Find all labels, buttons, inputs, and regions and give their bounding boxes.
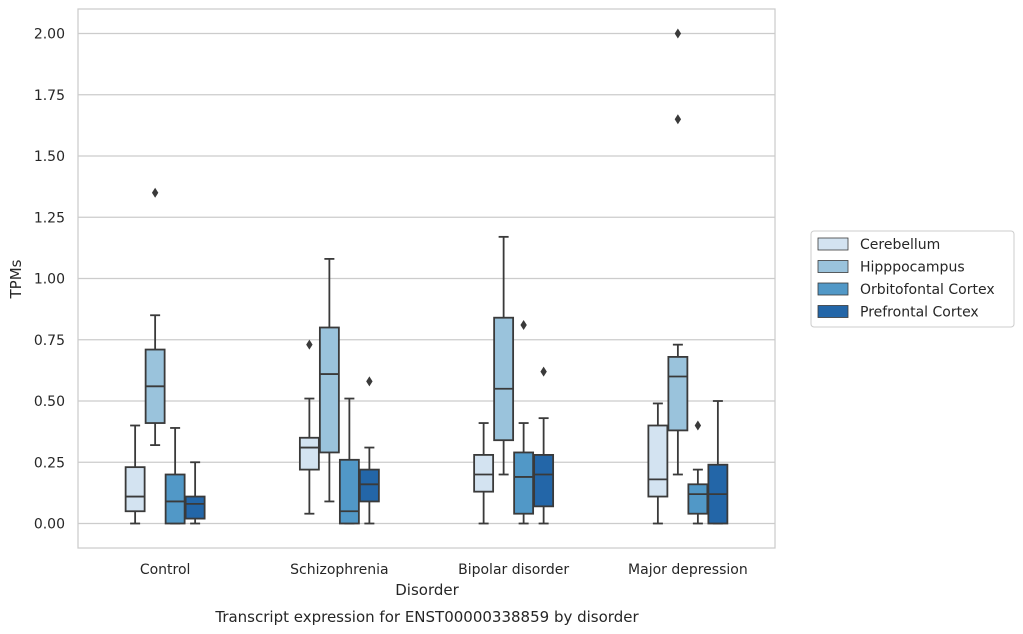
legend-label: Hipppocampus [860, 260, 965, 276]
y-tick-label: 0.25 [34, 455, 65, 471]
legend-swatch [817, 282, 849, 296]
box-hipppocampus [493, 235, 515, 476]
box-cerebellum [473, 422, 495, 525]
box-iqr [647, 424, 669, 498]
box-iqr [184, 495, 206, 520]
box-cerebellum [647, 402, 669, 525]
box-prefrontal-cortex [184, 461, 206, 525]
y-tick-label: 1.50 [34, 149, 65, 165]
outlier-point [674, 28, 682, 39]
box-iqr [533, 453, 555, 508]
legend-swatch [817, 237, 849, 251]
x-tick-label: Major depression [628, 562, 748, 578]
y-axis-label: TPMs [7, 259, 25, 299]
y-tick-label: 2.00 [34, 27, 65, 43]
box-hipppocampus [318, 257, 340, 503]
outlier-point [366, 376, 373, 387]
box-orbitofontal-cortex [164, 427, 186, 525]
box-iqr [318, 326, 340, 454]
y-axis-ticks: 0.00 0.25 0.50 0.75 1.00 1.25 1.50 1.75 2.00 [34, 27, 65, 533]
y-tick-label: 0.50 [34, 394, 65, 410]
legend-label: Orbitofontal Cortex [860, 282, 995, 298]
box-cerebellum [124, 424, 146, 525]
legend: Cerebellum Hipppocampus Orbitofontal Corte… [810, 230, 1015, 328]
box-prefrontal-cortex [707, 400, 729, 525]
legend-frame [810, 230, 1015, 328]
box-hipppocampus [144, 187, 166, 447]
box-prefrontal-cortex [358, 376, 380, 525]
x-axis-ticks: Control Schizophrenia Bipolar disorder Majo… [140, 562, 748, 578]
outlier-point [151, 187, 159, 198]
y-tick-label: 0.00 [34, 517, 65, 533]
outlier-point [306, 339, 313, 350]
box-iqr [124, 466, 146, 513]
box-iqr [164, 473, 186, 525]
box-iqr [687, 483, 709, 515]
y-tick-label: 1.75 [34, 88, 65, 104]
outlier-point [694, 420, 702, 431]
box-iqr [473, 453, 495, 493]
x-tick-label: Control [140, 562, 191, 578]
box-iqr [513, 451, 535, 515]
box-iqr [298, 436, 320, 471]
box-iqr [493, 316, 515, 442]
legend-label: Cerebellum [860, 237, 940, 253]
box-iqr [667, 355, 689, 432]
legend-label: Prefrontal Cortex [860, 305, 979, 321]
y-tick-label: 0.75 [34, 333, 65, 349]
box-orbitofontal-cortex [513, 320, 535, 525]
x-tick-label: Bipolar disorder [458, 562, 569, 578]
box-orbitofontal-cortex [687, 420, 709, 525]
x-axis-label: Disorder [395, 581, 459, 599]
x-tick-label: Schizophrenia [290, 562, 388, 578]
legend-swatch [817, 305, 849, 318]
outlier-point [520, 320, 527, 331]
legend-swatch [817, 260, 849, 273]
box-iqr [358, 468, 380, 503]
box-cerebellum [298, 339, 320, 515]
box-iqr [338, 458, 360, 525]
plot-area [77, 8, 776, 549]
gridlines [78, 32, 775, 525]
outlier-point [674, 114, 682, 125]
box-orbitofontal-cortex [338, 397, 360, 525]
outlier-point [540, 366, 547, 377]
box-prefrontal-cortex [533, 366, 555, 525]
box-hipppocampus [667, 28, 689, 476]
y-tick-label: 1.00 [34, 272, 65, 288]
chart-caption: Transcript expression for ENST0000033885… [214, 608, 639, 626]
y-tick-label: 1.25 [34, 210, 65, 226]
boxes [124, 28, 729, 525]
